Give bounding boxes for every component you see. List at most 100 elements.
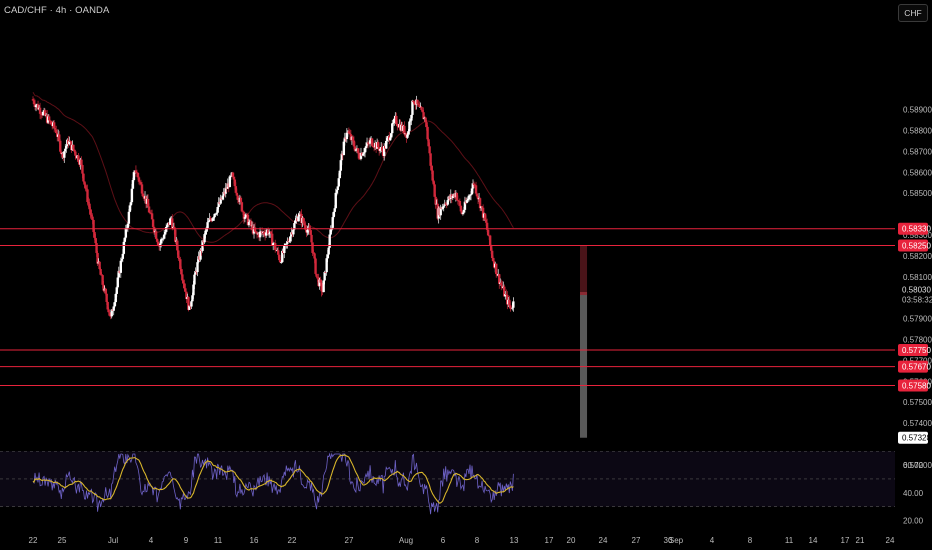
candle[interactable] — [481, 204, 485, 221]
candle[interactable] — [169, 216, 172, 225]
candle[interactable] — [298, 211, 301, 222]
candle[interactable] — [68, 136, 71, 146]
candle[interactable] — [146, 194, 150, 207]
candle[interactable] — [342, 139, 346, 156]
candle[interactable] — [184, 283, 187, 293]
candle[interactable] — [123, 236, 127, 246]
candle[interactable] — [39, 111, 43, 120]
candle[interactable] — [292, 228, 295, 237]
candle[interactable] — [339, 158, 342, 175]
candlestick-series[interactable] — [31, 95, 515, 320]
candle[interactable] — [302, 216, 305, 225]
candle[interactable] — [216, 206, 219, 216]
candle[interactable] — [147, 203, 151, 213]
candle[interactable] — [65, 145, 68, 153]
take-profit-zone[interactable] — [580, 293, 588, 438]
candle[interactable] — [468, 194, 472, 201]
candle[interactable] — [418, 101, 421, 108]
candle[interactable] — [264, 228, 268, 238]
candle[interactable] — [416, 99, 419, 107]
candle[interactable] — [213, 213, 216, 221]
candle[interactable] — [371, 141, 375, 148]
candle[interactable] — [332, 211, 335, 220]
candle[interactable] — [135, 169, 139, 174]
candle[interactable] — [222, 188, 225, 201]
candle[interactable] — [474, 181, 478, 196]
candle[interactable] — [338, 169, 341, 179]
candle[interactable] — [289, 235, 292, 244]
candle[interactable] — [228, 175, 231, 188]
candle[interactable] — [504, 291, 507, 300]
candle[interactable] — [55, 125, 58, 134]
candle[interactable] — [431, 165, 434, 183]
candle[interactable] — [322, 280, 325, 293]
candle[interactable] — [152, 225, 156, 235]
candle[interactable] — [370, 137, 374, 147]
candle[interactable] — [255, 230, 259, 239]
target-price-tag[interactable]: 0.57328 — [898, 431, 931, 444]
candle[interactable] — [410, 114, 413, 126]
candle[interactable] — [134, 165, 138, 177]
candle[interactable] — [329, 225, 332, 236]
candle[interactable] — [512, 297, 515, 312]
candle[interactable] — [224, 182, 227, 198]
candle[interactable] — [234, 182, 238, 194]
candle[interactable] — [193, 273, 196, 290]
candle[interactable] — [314, 257, 317, 275]
candle[interactable] — [465, 197, 469, 204]
candle[interactable] — [323, 270, 326, 285]
candle[interactable] — [500, 279, 503, 291]
candle[interactable] — [86, 184, 89, 206]
candle[interactable] — [439, 204, 442, 220]
candle[interactable] — [509, 301, 512, 312]
candle[interactable] — [426, 125, 429, 141]
candle[interactable] — [390, 132, 393, 139]
candle[interactable] — [98, 260, 101, 271]
candle[interactable] — [64, 144, 67, 155]
candle[interactable] — [203, 233, 206, 245]
candle[interactable] — [396, 120, 399, 131]
level-price-tag[interactable]: 0.58330 — [898, 222, 931, 235]
candle[interactable] — [115, 286, 118, 298]
candle[interactable] — [165, 223, 168, 233]
candle[interactable] — [231, 171, 235, 178]
candle[interactable] — [363, 147, 367, 158]
candle[interactable] — [433, 182, 436, 197]
candle[interactable] — [463, 196, 467, 213]
candle[interactable] — [49, 120, 53, 125]
candle[interactable] — [63, 150, 66, 163]
candle[interactable] — [343, 132, 347, 146]
candle[interactable] — [206, 217, 209, 232]
candle[interactable] — [320, 279, 323, 297]
level-price-tag[interactable]: 0.57580 — [898, 379, 931, 392]
candle[interactable] — [127, 209, 131, 227]
candle[interactable] — [306, 225, 309, 236]
candle[interactable] — [365, 137, 369, 148]
candle[interactable] — [422, 107, 425, 120]
candle[interactable] — [336, 186, 339, 195]
candle[interactable] — [340, 150, 344, 166]
price-axis[interactable]: 0.58900 0.58800 0.58700 0.58600 0.58500 0.583… — [898, 106, 932, 470]
candle[interactable] — [299, 211, 302, 215]
candle[interactable] — [348, 129, 352, 135]
candle[interactable] — [194, 267, 197, 275]
candle[interactable] — [253, 222, 257, 233]
candle[interactable] — [84, 182, 87, 192]
candle[interactable] — [478, 197, 482, 212]
rsi-pane[interactable]: 60.00 40.00 20.00 — [0, 450, 924, 526]
candle[interactable] — [162, 229, 166, 240]
candle[interactable] — [59, 139, 62, 154]
currency-button[interactable]: CHF — [898, 4, 928, 22]
candle[interactable] — [190, 299, 193, 310]
candle[interactable] — [456, 195, 460, 205]
candle[interactable] — [47, 114, 51, 125]
candle[interactable] — [345, 128, 349, 143]
candle[interactable] — [247, 218, 251, 228]
candle[interactable] — [108, 312, 111, 317]
candle[interactable] — [427, 137, 430, 147]
candle[interactable] — [52, 120, 56, 133]
candle[interactable] — [114, 292, 117, 306]
candle[interactable] — [179, 256, 182, 272]
